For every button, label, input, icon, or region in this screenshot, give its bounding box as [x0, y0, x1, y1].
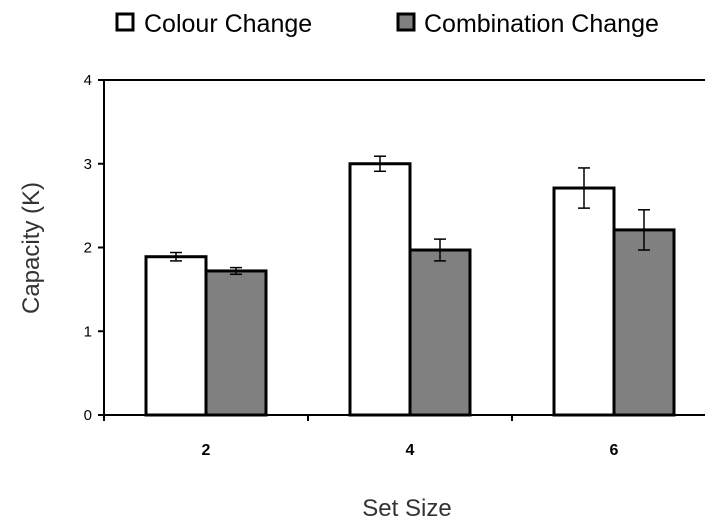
bar — [204, 269, 268, 417]
x-axis-ticks: 2 4 6 — [103, 415, 619, 459]
x-tick-label: 4 — [406, 442, 415, 459]
bar — [552, 186, 616, 417]
legend-swatch-colour-change — [115, 12, 135, 32]
bar — [348, 162, 412, 417]
bar — [144, 255, 208, 417]
y-axis-label: Capacity (K) — [18, 182, 45, 314]
bar — [408, 248, 472, 417]
legend-swatch-combination-change — [396, 12, 416, 32]
plot-area — [103, 79, 705, 416]
y-tick-label: 4 — [84, 72, 92, 89]
legend: Colour Change Combination Change — [115, 10, 659, 38]
bar — [612, 228, 676, 417]
legend-label-combination-change: Combination Change — [424, 10, 659, 38]
y-tick-label: 0 — [84, 407, 92, 424]
legend-label-colour-change: Colour Change — [144, 10, 312, 38]
y-tick-label: 3 — [84, 156, 92, 173]
x-tick-label: 2 — [202, 442, 211, 459]
x-tick-label: 6 — [610, 442, 619, 459]
x-axis-label: Set Size — [362, 495, 451, 522]
y-tick-label: 2 — [84, 240, 92, 257]
y-axis-ticks: 0 1 2 3 4 — [84, 72, 104, 424]
bars — [144, 155, 676, 417]
y-tick-label: 1 — [84, 323, 92, 340]
